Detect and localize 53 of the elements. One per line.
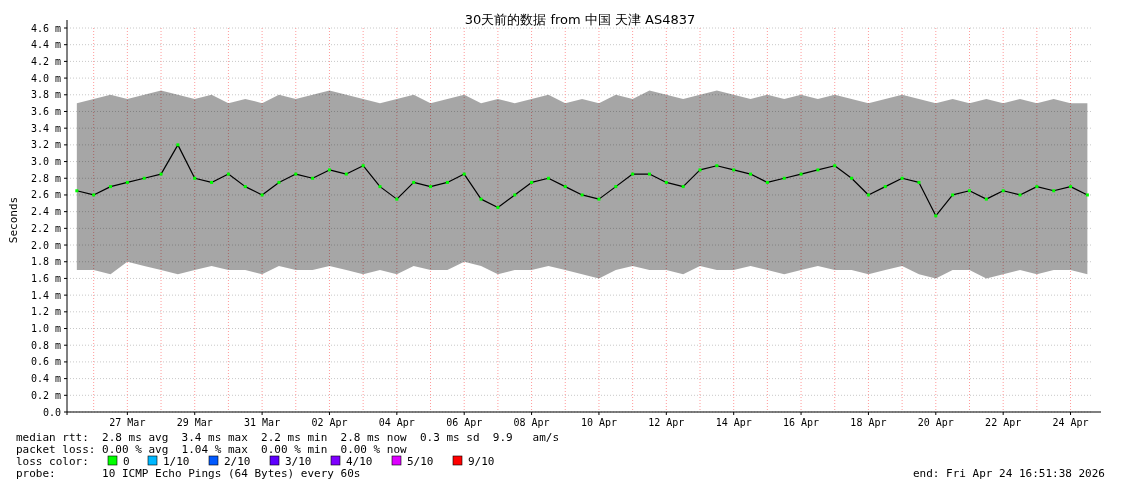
- legend-label: 5/10: [407, 455, 434, 468]
- y-tick-label: 2.6 m: [30, 189, 61, 201]
- x-tick-label: 20 Apr: [917, 417, 954, 428]
- legend-label: 9/10: [468, 455, 495, 468]
- x-tick-label: 22 Apr: [985, 417, 1022, 428]
- y-tick-label: 2.2 m: [30, 222, 61, 234]
- x-tick-label: 12 Apr: [648, 417, 685, 428]
- y-tick-label: 1.4 m: [30, 289, 61, 301]
- y-axis-title: Seconds: [7, 196, 20, 244]
- y-tick-label: 0.2 m: [30, 389, 61, 401]
- x-tick-label: 04 Apr: [378, 417, 415, 428]
- legend-label: 4/10: [346, 455, 373, 468]
- y-tick-label: 0.0: [42, 406, 61, 418]
- y-tick-label: 1.8 m: [30, 256, 61, 268]
- text: probe: 10 ICMP Echo Pings (64 Bytes) every 60s: [16, 467, 361, 480]
- x-tick-label: 08 Apr: [513, 417, 550, 428]
- y-tick-label: 1.2 m: [30, 306, 61, 318]
- y-tick-label: 4.4 m: [30, 39, 61, 51]
- y-tick-label: 0.6 m: [30, 356, 61, 368]
- y-tick-label: 1.0 m: [30, 323, 61, 335]
- y-tick-label: 4.2 m: [30, 55, 61, 67]
- x-tick-label: 31 Mar: [244, 417, 281, 428]
- y-tick-label: 3.0 m: [30, 156, 61, 168]
- legend-label: 2/10: [224, 455, 251, 468]
- legend-title: loss color:: [16, 455, 89, 468]
- x-tick-label: 24 Apr: [1052, 417, 1089, 428]
- legend-label: 1/10: [163, 455, 190, 468]
- y-tick-label: 3.4 m: [30, 122, 61, 134]
- x-tick-label: 29 Mar: [176, 417, 213, 428]
- x-tick-label: 27 Mar: [109, 417, 146, 428]
- y-tick-label: 0.4 m: [30, 373, 61, 385]
- text: end: Fri Apr 24 16:51:38 2026: [912, 467, 1105, 480]
- y-tick-label: 0.8 m: [30, 339, 61, 351]
- y-tick-label: 2.4 m: [30, 206, 61, 218]
- text: packet loss: 0.00 % avg 1.04 % max 0.00 % min 0.00 % now: [16, 443, 408, 456]
- x-tick-label: 10 Apr: [580, 417, 618, 428]
- chart-title: 30天前的数据 from 中国 天津 AS4837: [464, 12, 696, 27]
- y-tick-label: 4.0 m: [30, 72, 61, 84]
- text: median rtt: 2.8 ms avg 3.4 ms max 2.2 ms min 2.8 ms now 0.3 ms sd 9.9 am/s: [16, 431, 560, 444]
- x-tick-label: 18 Apr: [850, 417, 887, 428]
- x-tick-label: 06 Apr: [446, 417, 483, 428]
- y-tick-label: 4.6 m: [30, 22, 61, 34]
- y-tick-label: 2.0 m: [30, 239, 61, 251]
- legend-label: 3/10: [285, 455, 312, 468]
- y-tick-label: 2.8 m: [30, 172, 61, 184]
- y-tick-label: 3.2 m: [30, 139, 61, 151]
- y-tick-label: 3.8 m: [30, 89, 61, 101]
- x-tick-label: 16 Apr: [783, 417, 820, 428]
- y-tick-label: 1.6 m: [30, 272, 61, 284]
- y-tick-label: 3.6 m: [30, 105, 61, 117]
- legend-label: 0: [123, 455, 130, 468]
- x-tick-label: 02 Apr: [311, 417, 348, 428]
- x-tick-label: 14 Apr: [715, 417, 752, 428]
